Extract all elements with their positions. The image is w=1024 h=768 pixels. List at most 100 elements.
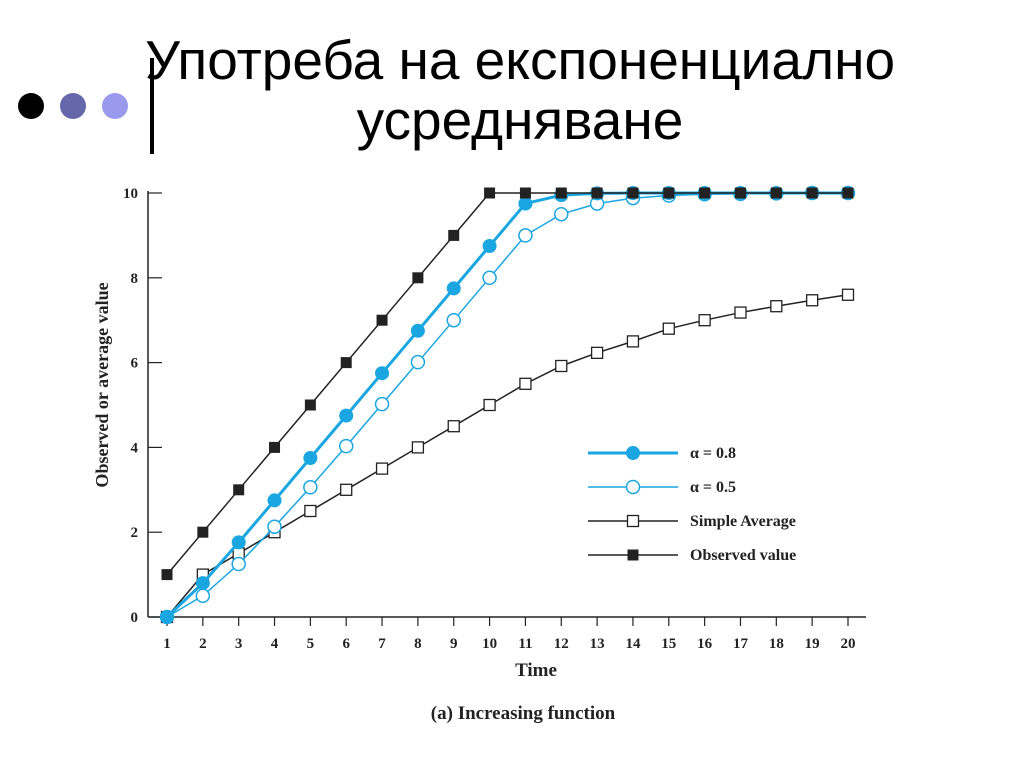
data-point (698, 314, 711, 327)
data-point (267, 493, 282, 508)
x-tick-label: 7 (378, 636, 386, 652)
data-point (303, 480, 318, 495)
x-tick-label: 5 (307, 636, 315, 652)
data-point (806, 294, 819, 307)
data-point (734, 306, 747, 319)
x-tick-label: 14 (625, 636, 641, 652)
y-tick-label: 0 (131, 610, 139, 626)
data-point (699, 187, 711, 199)
data-point (410, 323, 425, 338)
data-point (303, 451, 318, 465)
data-point (410, 354, 426, 370)
data-point (734, 187, 746, 199)
legend-label: Observed value (690, 547, 796, 564)
data-point (626, 335, 640, 348)
y-tick-label: 8 (131, 271, 139, 287)
data-point (411, 441, 425, 454)
legend-marker (626, 514, 640, 528)
x-tick-label: 12 (554, 636, 569, 652)
data-point (267, 519, 282, 534)
data-point (231, 556, 246, 572)
series-line (166, 192, 848, 576)
data-point (770, 300, 783, 313)
data-point (519, 377, 532, 390)
x-tick-label: 8 (414, 636, 422, 652)
data-point (627, 187, 639, 199)
data-point (160, 610, 174, 624)
x-tick-label: 15 (661, 636, 676, 652)
x-tick-label: 6 (342, 636, 350, 652)
data-point (518, 196, 533, 211)
x-tick-label: 2 (199, 636, 207, 652)
data-point (339, 408, 354, 423)
legend-entry: α = 0.5 (588, 479, 736, 496)
legend-marker (625, 479, 641, 495)
data-point (806, 187, 818, 199)
data-point (554, 206, 569, 222)
chart-series (159, 185, 856, 625)
data-point (483, 398, 496, 412)
data-point (376, 314, 388, 326)
bullet-dot-3 (102, 93, 128, 119)
legend-label: α = 0.5 (690, 479, 736, 496)
x-tick-label: 18 (769, 636, 784, 652)
x-tick-label: 3 (235, 636, 243, 652)
data-point (374, 396, 390, 412)
data-point (197, 526, 209, 538)
y-tick-label: 10 (123, 186, 138, 202)
data-point (447, 420, 460, 433)
data-point (233, 484, 245, 496)
data-point (519, 187, 531, 199)
series-line (166, 294, 849, 618)
data-point (590, 346, 604, 359)
data-point (555, 359, 568, 373)
data-point (448, 229, 460, 241)
legend-entry: Observed value (588, 547, 796, 564)
y-tick-label: 6 (131, 356, 139, 372)
data-point (662, 322, 675, 335)
legend-entry: Simple Average (588, 513, 796, 530)
data-point (161, 569, 173, 581)
legend-marker (627, 549, 639, 561)
x-tick-label: 13 (590, 636, 605, 652)
y-tick-label: 2 (131, 525, 139, 541)
data-point (195, 588, 211, 604)
x-tick-label: 16 (697, 636, 713, 652)
data-point (195, 576, 210, 591)
data-point (269, 441, 281, 453)
x-tick-label: 1 (163, 636, 171, 652)
data-point (841, 288, 855, 301)
data-point (375, 462, 389, 475)
data-point (482, 270, 497, 286)
bullet-dot-1 (18, 93, 44, 119)
y-tick-label: 4 (131, 440, 139, 456)
series-simple-average (160, 288, 855, 624)
data-point (484, 187, 496, 199)
y-axis-label: Observed or average value (92, 282, 112, 487)
slide-title: Употреба на експоненциално усредняване (144, 30, 896, 151)
data-point (304, 504, 317, 518)
x-tick-label: 4 (271, 636, 279, 652)
data-point (375, 366, 390, 381)
x-tick-label: 17 (733, 636, 749, 652)
legend-marker (626, 446, 640, 460)
legend-label: Simple Average (690, 513, 796, 530)
data-point (340, 483, 353, 496)
title-bullets (18, 93, 128, 119)
data-point (231, 535, 246, 550)
data-point (591, 187, 603, 199)
data-point (842, 187, 854, 199)
data-point (338, 438, 354, 454)
x-tick-label: 9 (450, 636, 458, 652)
legend-entry: α = 0.8 (588, 445, 736, 462)
chart-caption: (a) Increasing function (431, 703, 616, 724)
title-divider (150, 58, 154, 154)
data-point (555, 187, 567, 199)
data-point (518, 228, 533, 243)
data-point (446, 281, 461, 296)
x-axis-label: Time (515, 660, 557, 681)
bullet-dot-2 (60, 93, 86, 119)
x-tick-label: 19 (805, 636, 820, 652)
